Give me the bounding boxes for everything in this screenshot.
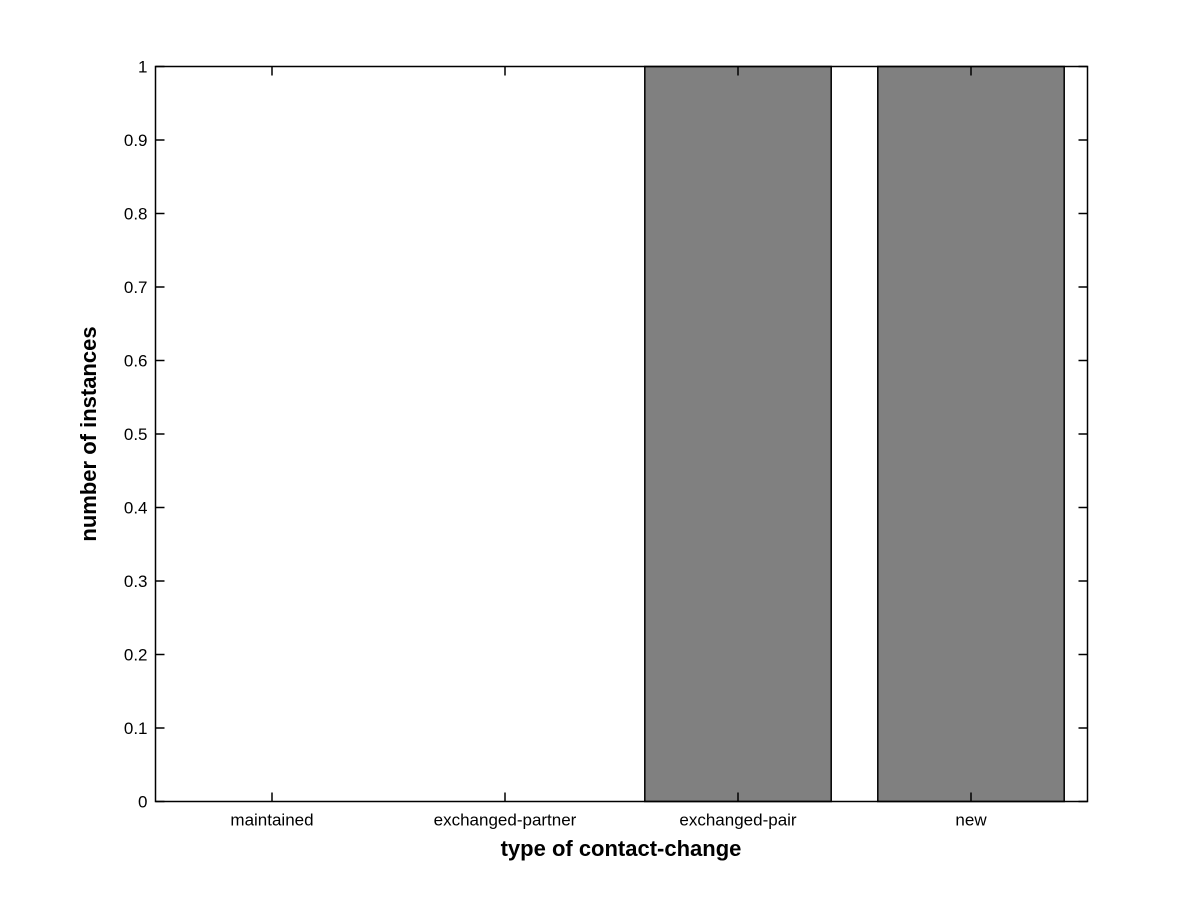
y-axis-label: number of instances xyxy=(76,326,101,541)
y-tick-label: 0.6 xyxy=(124,352,148,371)
y-tick-label: 0.2 xyxy=(124,646,148,665)
x-axis-label: type of contact-change xyxy=(501,836,742,861)
x-tick-label: maintained xyxy=(230,811,313,830)
bars-layer xyxy=(644,65,1065,803)
y-tick-label: 0.9 xyxy=(124,131,148,150)
y-tick-label: 0.8 xyxy=(124,205,148,224)
y-tick-labels: 0 0.1 0.2 0.3 0.4 0.5 0.6 0.7 0.8 0.9 1 xyxy=(124,58,148,812)
y-tick-label: 0.3 xyxy=(124,572,148,591)
bar-exchanged-pair xyxy=(644,65,832,803)
x-tick-label: new xyxy=(955,811,987,830)
bar-new xyxy=(877,65,1065,803)
y-tick-label: 0.4 xyxy=(124,499,148,518)
y-tick-label: 0.7 xyxy=(124,278,148,297)
y-tick-label: 0.5 xyxy=(124,425,148,444)
y-tick-label: 0.1 xyxy=(124,719,148,738)
x-tick-label: exchanged-pair xyxy=(679,811,797,830)
axes-layer xyxy=(154,65,1089,803)
y-tick-label: 1 xyxy=(138,58,147,77)
y-tick-label: 0 xyxy=(138,793,147,812)
x-tick-label: exchanged-partner xyxy=(434,811,577,830)
x-tick-labels: maintained exchanged-partner exchanged-pai… xyxy=(230,811,987,830)
